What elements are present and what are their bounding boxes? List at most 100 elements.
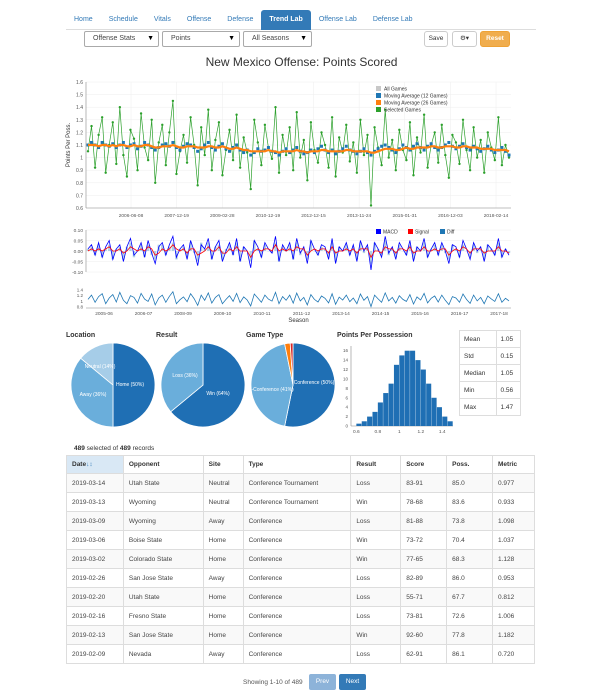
point-ma12 bbox=[242, 151, 246, 155]
stat-value: 0.15 bbox=[495, 347, 521, 365]
pie-slice bbox=[284, 342, 336, 428]
table-row[interactable]: 2019-03-06 Boise State Home Conference Win 73… bbox=[66, 530, 535, 550]
ppp-histogram[interactable]: 0 2 4 6 8 10 12 14 16 0.6 0.8 1 1.2 1.4 bbox=[333, 340, 458, 440]
table-row[interactable]: 2019-03-14 Utah State Neutral Conference To… bbox=[66, 473, 535, 493]
stat-group-select[interactable]: Offense Stats ▼ bbox=[84, 31, 159, 47]
point-selected-game bbox=[383, 108, 387, 111]
point-ma12 bbox=[252, 151, 256, 155]
bar-diff bbox=[316, 251, 320, 256]
histogram-bar bbox=[420, 369, 426, 426]
column-header-poss[interactable]: Poss. bbox=[446, 455, 493, 474]
y-tick-label: 0.6 bbox=[76, 206, 83, 212]
bar-diff bbox=[210, 251, 214, 260]
point-ma12 bbox=[217, 144, 221, 148]
table-row[interactable]: 2019-03-13 Wyoming Neutral Conference Tourn… bbox=[66, 492, 535, 512]
point-ma12 bbox=[330, 148, 334, 152]
prev-button[interactable]: Prev bbox=[309, 674, 336, 690]
table-row[interactable]: 2019-03-02 Colorado State Home Conference Wi… bbox=[66, 549, 535, 569]
sort-desc-icon: ↓↕ bbox=[86, 461, 93, 468]
point-ma12 bbox=[454, 147, 458, 151]
gametype-chart-title: Game Type bbox=[246, 332, 284, 339]
table-cell: Win bbox=[350, 625, 402, 645]
point-ma12 bbox=[489, 148, 493, 152]
point-selected-game bbox=[362, 153, 366, 157]
x-tick-label: 1.2 bbox=[417, 429, 424, 435]
gametype-pie-chart[interactable]: Conference (50%)Non-Conference (41%) bbox=[248, 340, 338, 430]
point-ma12 bbox=[344, 144, 348, 148]
y-tick-label: 4 bbox=[345, 405, 348, 410]
table-cell: Loss bbox=[350, 473, 402, 493]
column-header-date[interactable]: Date↓↕ bbox=[66, 455, 124, 474]
stat-select[interactable]: Points ▼ bbox=[162, 31, 240, 47]
legend-swatch bbox=[376, 229, 381, 234]
trend-line-chart[interactable]: 0.6 0.7 0.8 0.9 1 1.1 1.2 1.3 1.4 1.5 1.6 2006-06-0… bbox=[0, 76, 603, 308]
point-ma12 bbox=[365, 151, 369, 155]
tab-schedule[interactable]: Schedule bbox=[108, 16, 138, 23]
point-ma12 bbox=[309, 148, 313, 152]
record-count: 489 selected of 489 records bbox=[74, 445, 154, 452]
column-header-score[interactable]: Score bbox=[400, 455, 448, 474]
point-selected-game bbox=[122, 153, 125, 157]
point-selected-game bbox=[132, 137, 136, 140]
bar-diff bbox=[224, 248, 228, 251]
point-selected-game bbox=[154, 181, 157, 184]
settings-button[interactable]: ⚙▾ bbox=[452, 31, 477, 47]
bar-diff bbox=[256, 248, 260, 251]
series-ma26 bbox=[88, 143, 510, 154]
bar-diff bbox=[334, 251, 337, 262]
tab-home[interactable]: Home bbox=[74, 16, 93, 23]
point-ma12 bbox=[376, 147, 380, 151]
next-button[interactable]: Next bbox=[339, 674, 366, 690]
point-selected-game bbox=[451, 133, 454, 137]
bar-diff bbox=[189, 242, 192, 251]
point-selected-game bbox=[483, 171, 486, 174]
column-header-type[interactable]: Type bbox=[242, 455, 352, 474]
column-header-opponent[interactable]: Opponent bbox=[122, 455, 204, 474]
table-row[interactable]: 2019-02-13 San Jose State Home Conference Wi… bbox=[66, 625, 535, 645]
tab-offense[interactable]: Offense bbox=[186, 16, 212, 23]
bar-diff bbox=[274, 242, 277, 251]
season-select[interactable]: All Seasons ▼ bbox=[243, 31, 312, 47]
tab-vitals[interactable]: Vitals bbox=[153, 16, 171, 23]
table-row[interactable]: 2019-02-20 Utah State Home Conference Loss 55… bbox=[66, 587, 535, 607]
point-selected-game bbox=[171, 99, 175, 103]
brush-chart[interactable]: 1.41.210.8 2005-06 2006-07 2008-09 2009-10 20… bbox=[0, 282, 603, 327]
x-tick-label: 2009-02-28 bbox=[210, 213, 235, 219]
result-pie-chart[interactable]: Win (64%) Loss (36%) bbox=[158, 340, 248, 430]
table-cell: Home bbox=[202, 625, 244, 645]
point-ma12 bbox=[408, 148, 412, 152]
tab-offense-lab[interactable]: Offense Lab bbox=[318, 16, 357, 23]
column-header-site[interactable]: Site bbox=[202, 455, 244, 474]
tab-defense[interactable]: Defense bbox=[227, 16, 254, 23]
histogram-bar bbox=[372, 411, 378, 426]
table-row[interactable]: 2019-02-26 San Jose State Away Conference Lo… bbox=[66, 568, 535, 588]
location-pie-chart[interactable]: Home (50%) Away (36%) Neutral (14%) bbox=[68, 340, 158, 430]
reset-button[interactable]: Reset bbox=[480, 31, 510, 47]
table-row[interactable]: 2019-02-09 Nevada Away Conference Loss 62-91 8… bbox=[66, 644, 535, 664]
save-button[interactable]: Save bbox=[424, 31, 448, 47]
point-selected-game bbox=[337, 136, 341, 139]
table-cell: Utah State bbox=[122, 473, 204, 493]
table-row[interactable]: 2019-02-16 Fresno State Home Conference Loss… bbox=[66, 606, 535, 626]
point-selected-game bbox=[249, 187, 252, 191]
table-cell: Loss bbox=[350, 606, 402, 626]
point-ma12 bbox=[263, 148, 267, 152]
point-selected-game bbox=[472, 126, 475, 129]
tab-defense-lab[interactable]: Defense Lab bbox=[372, 16, 413, 23]
bar-diff bbox=[260, 251, 263, 258]
histogram-bar bbox=[361, 421, 367, 426]
point-selected-game bbox=[486, 131, 489, 134]
point-ma12 bbox=[284, 147, 288, 151]
bar-diff bbox=[171, 242, 175, 251]
point-ma12 bbox=[125, 146, 129, 150]
point-selected-game bbox=[118, 106, 122, 109]
point-selected-game bbox=[475, 156, 479, 159]
column-header-result[interactable]: Result bbox=[350, 455, 402, 474]
table-row[interactable]: 2019-03-09 Wyoming Away Conference Loss 81-88… bbox=[66, 511, 535, 531]
point-selected-game bbox=[217, 121, 221, 124]
column-header-metric[interactable]: Metric bbox=[492, 455, 535, 474]
bar-diff bbox=[433, 244, 436, 251]
point-ma12 bbox=[486, 144, 490, 148]
macd-chart[interactable]: 0.10 0.05 0.00 -0.05 -0.10 MACD Signal Diff bbox=[0, 226, 603, 278]
tab-trend-lab[interactable]: Trend Lab bbox=[261, 10, 311, 30]
